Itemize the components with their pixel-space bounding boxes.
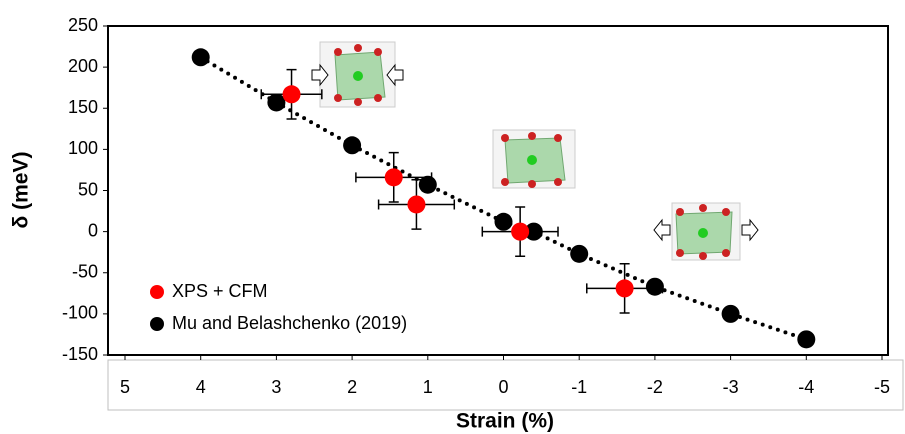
y-tick-label: 200 [68, 56, 98, 76]
x-tick-label: 3 [271, 377, 281, 397]
point [418, 175, 437, 194]
crystal-icon [311, 41, 404, 108]
y-tick-label: 50 [78, 179, 98, 199]
x-tick-label: 5 [120, 377, 130, 397]
x-tick-label: 4 [196, 377, 206, 397]
point [282, 85, 301, 104]
x-tick-label: -4 [798, 377, 814, 397]
x-tick-label: 2 [347, 377, 357, 397]
x-axis-title: Strain (%) [456, 410, 554, 433]
point [191, 48, 210, 67]
y-tick-label: 150 [68, 97, 98, 117]
y-tick-label: -150 [62, 344, 98, 364]
point [384, 168, 403, 187]
plot-frame [107, 25, 889, 356]
point [615, 279, 634, 298]
y-tick-label: 0 [88, 220, 98, 240]
point [267, 93, 286, 112]
x-tick-label: -5 [874, 377, 890, 397]
y-tick-label: 100 [68, 138, 98, 158]
crystal-icon [653, 202, 759, 261]
legend-marker [150, 317, 164, 331]
point [570, 244, 589, 263]
point [721, 304, 740, 323]
y-axis-title: δ (meV) [10, 152, 33, 229]
x-tick-label: 1 [423, 377, 433, 397]
y-tick-label: -100 [62, 303, 98, 323]
x-tick-label: -3 [723, 377, 739, 397]
legend-marker [150, 285, 164, 299]
point [343, 136, 362, 155]
point [797, 330, 816, 349]
point [407, 195, 426, 214]
legend-label: XPS + CFM [172, 281, 268, 301]
x-tick-label: 0 [498, 377, 508, 397]
point [511, 222, 530, 241]
point [494, 212, 513, 231]
y-tick-label: -50 [72, 262, 98, 282]
x-axis-box [107, 359, 904, 411]
x-tick-label: -1 [571, 377, 587, 397]
crystal-icon [492, 129, 576, 189]
y-tick-label: 250 [68, 15, 98, 35]
legend-label: Mu and Belashchenko (2019) [172, 313, 407, 333]
x-tick-label: -2 [647, 377, 663, 397]
point [645, 277, 664, 296]
